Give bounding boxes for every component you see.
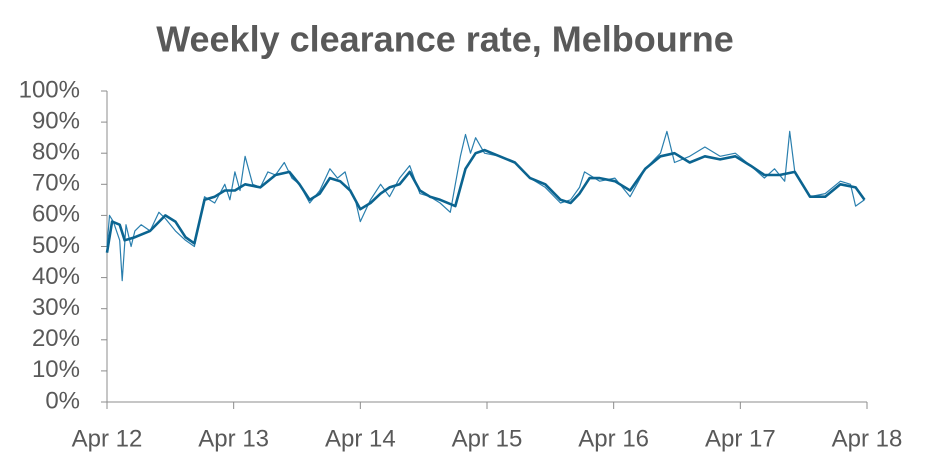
series-line [106, 130, 865, 282]
y-tick-label: 0% [45, 387, 80, 414]
x-tick-label: Apr 15 [452, 425, 523, 452]
y-tick-label: 30% [32, 294, 80, 321]
x-tick-label: Apr 14 [325, 425, 396, 452]
y-tick-label: 80% [32, 139, 80, 166]
x-tick-label: Apr 18 [832, 425, 903, 452]
x-tick-label: Apr 12 [72, 425, 143, 452]
y-tick-label: 90% [32, 107, 80, 134]
x-tick-label: Apr 17 [705, 425, 776, 452]
y-tick-label: 40% [32, 263, 80, 290]
y-tick-label: 10% [32, 356, 80, 383]
y-tick-label: 70% [32, 170, 80, 197]
y-tick-label: 50% [32, 232, 80, 259]
x-tick-label: Apr 13 [198, 425, 269, 452]
y-tick-label: 100% [19, 76, 80, 103]
y-tick-label: 20% [32, 325, 80, 352]
y-tick-label: 60% [32, 201, 80, 228]
x-tick-label: Apr 16 [578, 425, 649, 452]
series-line [105, 148, 866, 253]
chart-title: Weekly clearance rate, Melbourne [156, 19, 734, 60]
